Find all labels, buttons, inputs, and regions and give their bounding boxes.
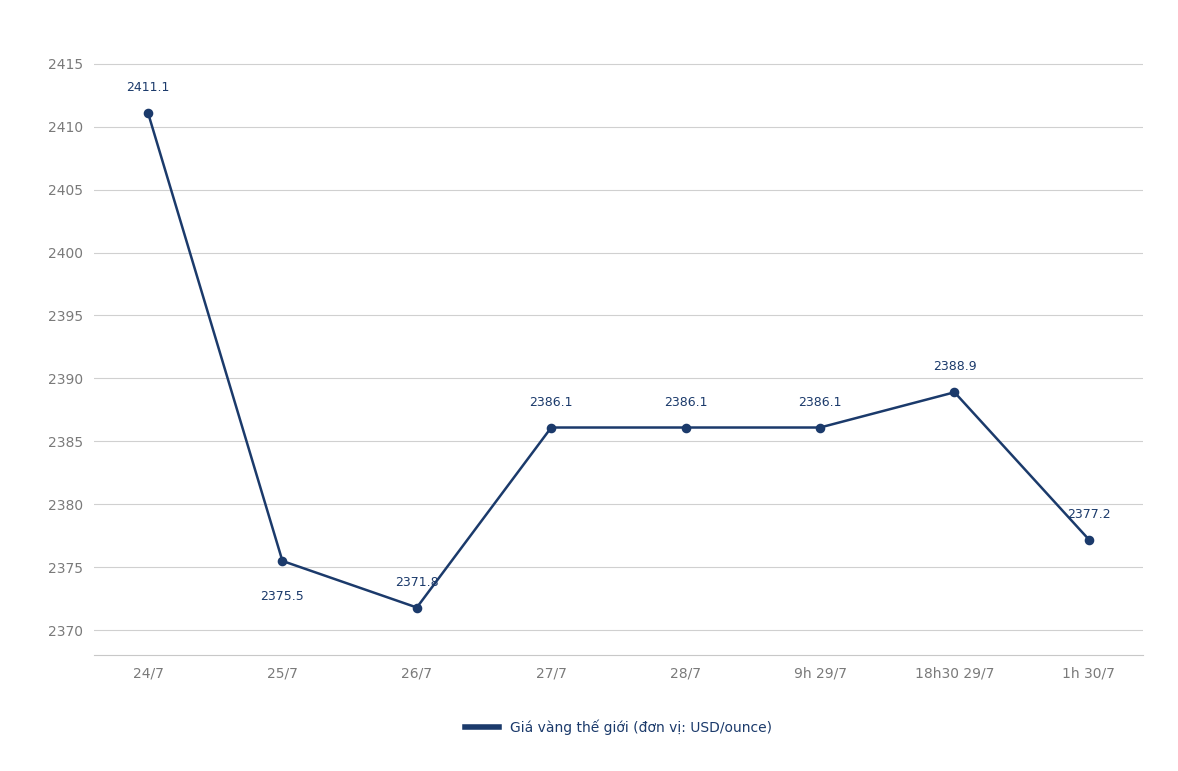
Text: 2411.1: 2411.1 [126,81,170,94]
Text: 2388.9: 2388.9 [933,360,977,373]
Text: 2386.1: 2386.1 [664,396,708,409]
Text: 2377.2: 2377.2 [1067,507,1111,520]
Point [542,421,561,433]
Text: 2386.1: 2386.1 [799,396,842,409]
Point [945,386,964,399]
Point [273,555,292,567]
Text: 2375.5: 2375.5 [260,590,304,603]
Point [139,106,158,119]
Point [408,601,426,614]
Legend: Giá vàng thế giới (đơn vị: USD/ounce): Giá vàng thế giới (đơn vị: USD/ounce) [459,714,777,741]
Text: 2386.1: 2386.1 [529,396,573,409]
Point [676,421,695,433]
Point [1079,534,1098,546]
Point [810,421,829,433]
Text: 2371.8: 2371.8 [395,576,438,588]
